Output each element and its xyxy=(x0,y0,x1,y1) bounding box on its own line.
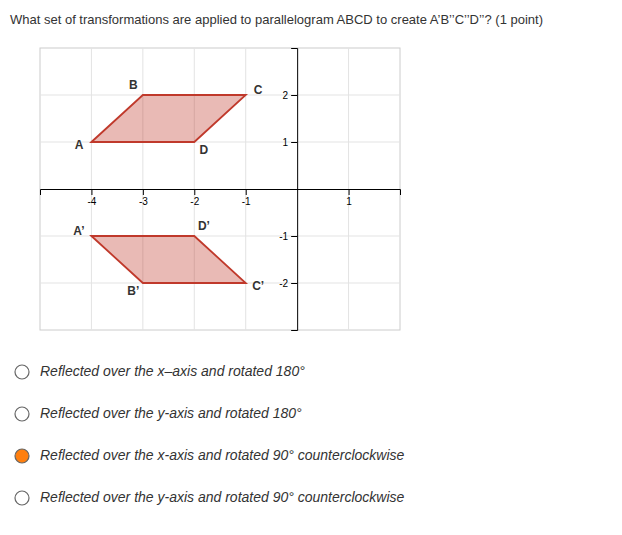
parallelogram xyxy=(91,236,245,283)
x-tick: -3 xyxy=(139,189,148,207)
x-tick-label: -1 xyxy=(242,196,251,207)
vertex-labels: A B C D A’ B’ C’ D’ xyxy=(73,78,264,298)
x-tick-mark xyxy=(143,189,144,195)
title: What set of transformations are applied … xyxy=(10,12,543,27)
vertex-label: A xyxy=(75,138,84,152)
vertex-label: A’ xyxy=(73,224,84,238)
y-tick-label: -1 xyxy=(279,231,288,242)
polygons xyxy=(91,95,245,283)
vertex-label: B xyxy=(129,78,138,92)
y-tick: 1 xyxy=(283,137,298,148)
y-axis: -2 -1 1 2 xyxy=(279,49,297,331)
y-tick-mark xyxy=(291,283,297,284)
y-tick: -2 xyxy=(279,278,297,289)
parallelogram xyxy=(91,95,245,142)
y-axis-line xyxy=(291,49,298,331)
y-tick: 2 xyxy=(283,90,298,101)
y-tick-mark xyxy=(291,142,297,143)
choice-text: Reflected over the x–axis and rotated 18… xyxy=(40,363,305,379)
choices: Reflected over the x–axis and rotated 18… xyxy=(15,363,405,505)
y-tick-label: 2 xyxy=(283,90,289,101)
x-tick: -4 xyxy=(87,189,96,207)
x-axis: -4 -3 -2 -1 1 xyxy=(41,189,401,207)
x-tick: 1 xyxy=(346,189,352,207)
plot-frame xyxy=(40,48,400,330)
y-tick-label: -2 xyxy=(279,278,288,289)
vertex-label: C xyxy=(254,83,263,97)
x-tick-label: -2 xyxy=(190,196,199,207)
radio-button xyxy=(15,407,29,421)
radio-button xyxy=(15,491,29,505)
vertex-label: C’ xyxy=(252,279,264,293)
x-tick-mark xyxy=(349,189,350,195)
vertex-label: D xyxy=(200,143,209,157)
choice-text: Reflected over the y-axis and rotated 90… xyxy=(40,489,405,505)
x-tick-mark xyxy=(246,189,247,195)
x-axis-line xyxy=(41,190,401,196)
x-tick-label: -3 xyxy=(139,196,148,207)
radio-button xyxy=(15,365,29,379)
vertex-label: D’ xyxy=(198,219,210,233)
x-tick-mark xyxy=(194,189,195,195)
y-tick: -1 xyxy=(279,231,297,242)
y-tick-mark xyxy=(291,95,297,96)
y-tick-label: 1 xyxy=(283,137,289,148)
vertex-label: B’ xyxy=(127,284,139,298)
x-tick-label: -4 xyxy=(87,196,96,207)
x-tick-label: 1 xyxy=(346,196,352,207)
y-tick-mark xyxy=(291,236,297,237)
radio-button xyxy=(15,449,29,463)
grid xyxy=(40,48,400,330)
chart: What set of transformations are applied … xyxy=(0,0,622,535)
x-tick-mark xyxy=(91,189,92,195)
x-tick: -2 xyxy=(190,189,199,207)
x-tick: -1 xyxy=(242,189,251,207)
choice-text: Reflected over the x-axis and rotated 90… xyxy=(40,447,405,463)
choice-text: Reflected over the y-axis and rotated 18… xyxy=(40,405,302,421)
